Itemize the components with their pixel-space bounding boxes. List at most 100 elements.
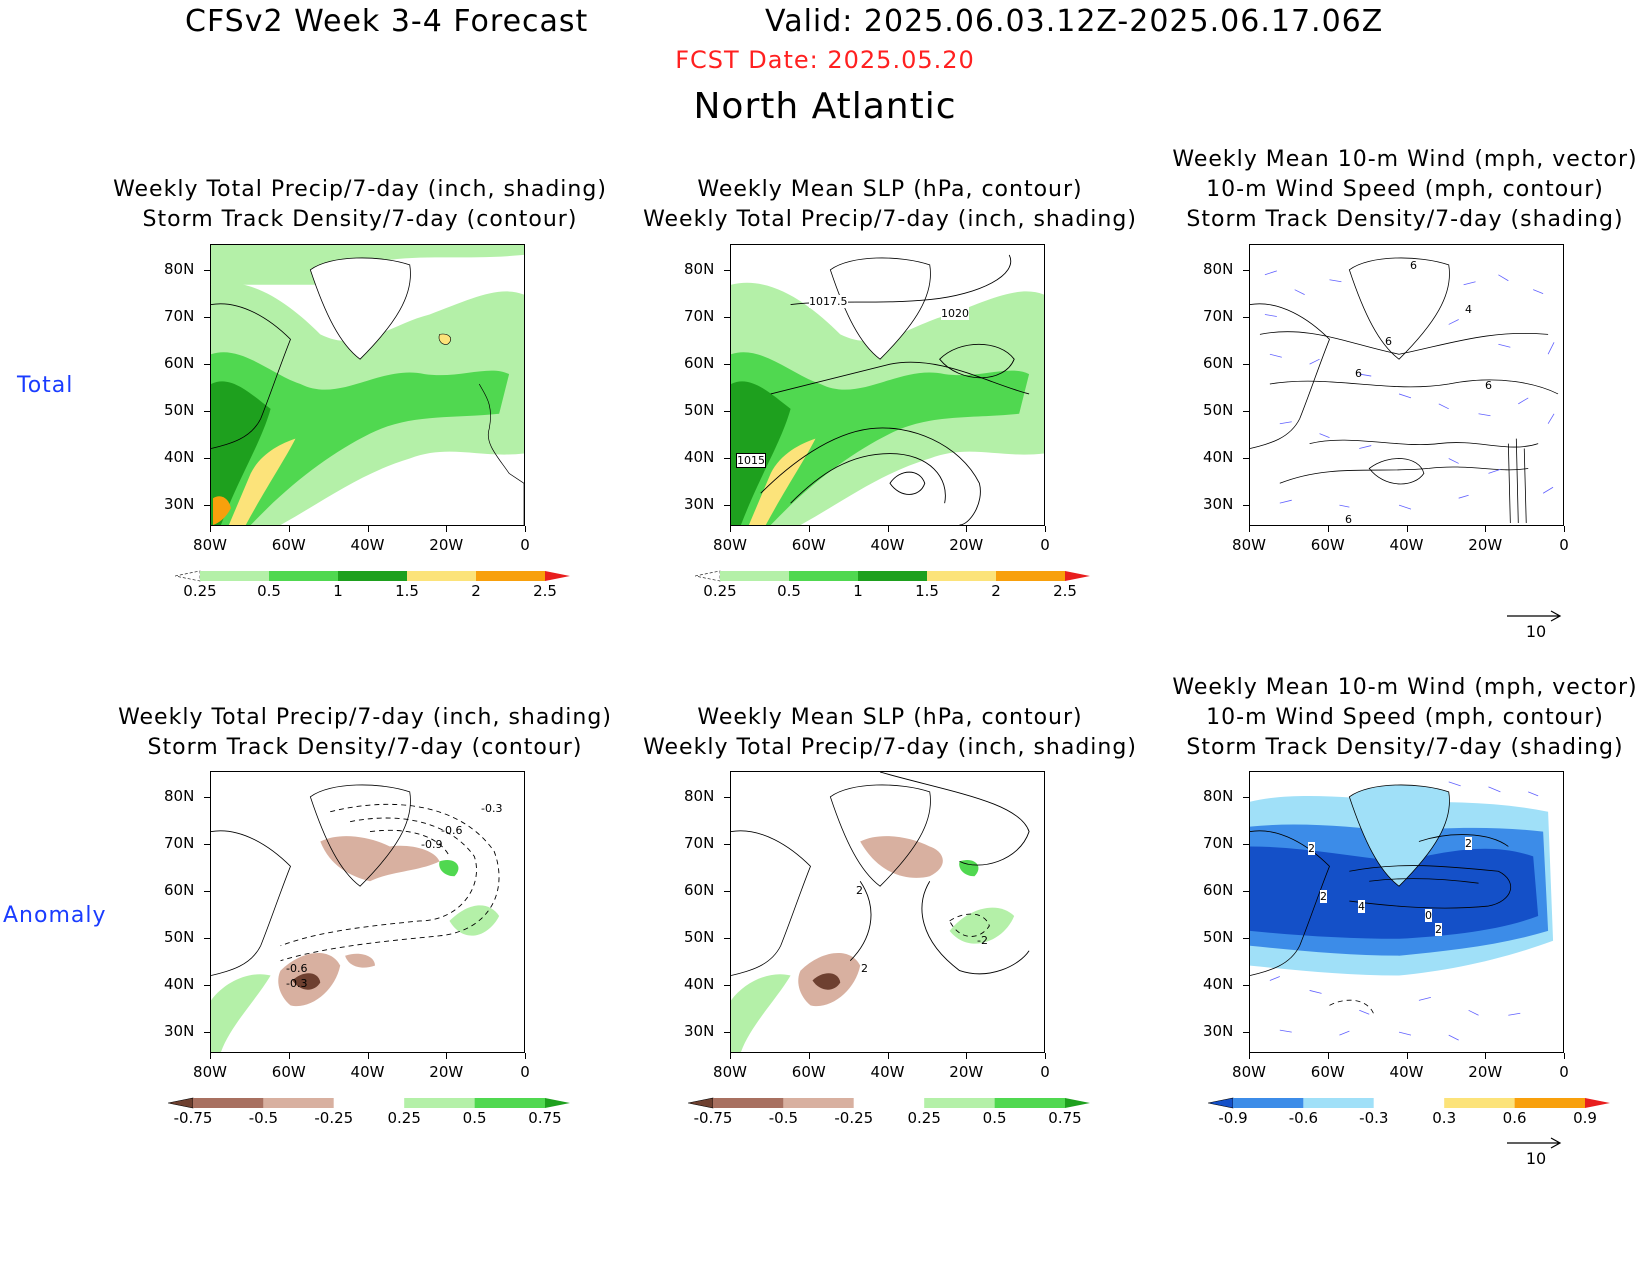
colorbar-precip-anomaly: -0.75 -0.5 -0.25 0.25 0.5 0.75 — [168, 1097, 570, 1127]
contour-label: 2 — [1308, 842, 1315, 855]
colorbar-left-arrow — [695, 570, 721, 582]
panel-title-line: 10-m Wind Speed (mph, contour) — [1206, 705, 1604, 730]
reference-arrow-icon — [1507, 610, 1562, 622]
colorbar-label: 1.5 — [915, 582, 939, 600]
lat-tick-label: 80N — [684, 787, 715, 805]
contour-label: 2 — [1465, 837, 1472, 850]
lat-tick-label: 30N — [164, 1022, 195, 1040]
lat-tick-label: 60N — [164, 881, 195, 899]
colorbar-label: 0.5 — [777, 582, 801, 600]
colorbar-label: 1 — [333, 582, 343, 600]
contour-label: 1020 — [941, 307, 969, 320]
lon-tick-label: 60W — [1310, 536, 1345, 554]
vector-reference-total: 10 — [1505, 610, 1565, 641]
lon-tick-label: 0 — [1040, 1063, 1050, 1081]
lon-tick-mark — [525, 526, 526, 532]
colorbar-label: 0.25 — [703, 582, 737, 600]
lat-tick-mark — [204, 938, 210, 939]
colorbar-swatch — [924, 1098, 995, 1108]
colorbar-label: 2.5 — [533, 582, 557, 600]
lat-tick-mark — [204, 270, 210, 271]
main-title: CFSv2 Week 3-4 Forecast — [185, 4, 589, 39]
lon-tick-label: 40W — [350, 1063, 385, 1081]
map-precip-total — [210, 244, 525, 526]
colorbar-label: -0.25 — [314, 1109, 354, 1127]
lon-tick-mark — [446, 1053, 448, 1059]
colorbar-slp-anomaly: -0.75 -0.5 -0.25 0.25 0.5 0.75 — [688, 1097, 1090, 1127]
lat-tick-mark — [724, 505, 730, 506]
lon-tick-label: 20W — [949, 1063, 984, 1081]
colorbar-slp-total: 0.25 0.5 1 1.5 2 2.5 — [695, 570, 1090, 600]
colorbar-label: 0.9 — [1573, 1109, 1597, 1127]
colorbar-label: 0.25 — [387, 1109, 421, 1127]
lat-tick-mark — [204, 458, 210, 459]
lat-tick-label: 50N — [684, 928, 715, 946]
colorbar-right-arrow — [1065, 571, 1090, 581]
map-slp-total: 1017.5 1020 1015 — [730, 244, 1045, 526]
lat-tick-mark — [724, 411, 730, 412]
lon-tick-mark — [887, 1053, 889, 1059]
colorbar-right-arrow — [1585, 1098, 1610, 1108]
lon-tick-mark — [1045, 526, 1046, 532]
colorbar-label: 0.5 — [257, 582, 281, 600]
colorbar-label: 0.5 — [982, 1109, 1007, 1127]
colorbar-swatch — [1444, 1098, 1515, 1108]
colorbar-left-arrow — [688, 1097, 714, 1109]
lat-tick-mark — [204, 317, 210, 318]
lat-tick-label: 50N — [164, 928, 195, 946]
colorbar-label: -0.6 — [1288, 1109, 1319, 1127]
lon-tick-label: 80W — [713, 536, 747, 554]
colorbar-precip-total: 0.25 0.5 1 1.5 2 2.5 — [175, 570, 570, 600]
colorbar-swatch — [474, 1098, 545, 1108]
lon-tick-label: 0 — [1040, 536, 1050, 554]
colorbar-left-arrow — [1208, 1097, 1234, 1109]
panel-title-line: Weekly Total Precip/7-day (inch, shading… — [113, 177, 607, 202]
lon-tick-label: 80W — [1232, 1063, 1266, 1081]
colorbar-label: 0.25 — [183, 582, 217, 600]
colorbar-label: 2.5 — [1053, 582, 1077, 600]
colorbar-swatch — [720, 571, 789, 581]
lat-tick-mark — [724, 364, 730, 365]
lon-tick-mark — [1327, 1053, 1329, 1059]
colorbar-label: 1.5 — [395, 582, 419, 600]
lon-tick-label: 40W — [870, 536, 905, 554]
lon-tick-label: 60W — [791, 1063, 826, 1081]
colorbar-label: 0.5 — [462, 1109, 487, 1127]
contour-label: -0.6 — [441, 824, 463, 837]
lon-tick-label: 40W — [870, 1063, 905, 1081]
lon-tick-mark — [367, 526, 369, 532]
lon-tick-mark — [1406, 526, 1408, 532]
lon-tick-mark — [1327, 526, 1329, 532]
lat-tick-label: 80N — [684, 260, 715, 278]
lat-tick-mark — [204, 797, 210, 798]
lat-tick-mark — [1243, 505, 1249, 506]
lat-tick-label: 70N — [684, 307, 715, 325]
lon-tick-label: 40W — [350, 536, 385, 554]
contour-label: 0 — [1425, 909, 1432, 922]
panel-title-line: Weekly Total Precip/7-day (inch, shading… — [643, 207, 1137, 232]
vector-reference-label: 10 — [1525, 1149, 1547, 1168]
lat-tick-mark — [204, 364, 210, 365]
lon-tick-label: 80W — [193, 536, 227, 554]
lat-tick-mark — [1243, 458, 1249, 459]
lon-tick-label: 80W — [193, 1063, 227, 1081]
lon-tick-label: 20W — [429, 1063, 464, 1081]
colorbar-swatch — [200, 571, 269, 581]
lon-tick-label: 20W — [1468, 536, 1503, 554]
lat-tick-mark — [204, 891, 210, 892]
colorbar-label: 0.3 — [1432, 1109, 1457, 1127]
lat-tick-label: 70N — [164, 307, 195, 325]
lon-tick-label: 20W — [429, 536, 464, 554]
lat-tick-mark — [724, 938, 730, 939]
lon-tick-mark — [1045, 1053, 1046, 1059]
lat-tick-mark — [204, 985, 210, 986]
lat-tick-label: 70N — [684, 834, 715, 852]
lat-tick-label: 40N — [684, 448, 715, 466]
panel-title-line: Weekly Mean 10-m Wind (mph, vector) — [1172, 675, 1638, 700]
lat-tick-mark — [1243, 797, 1249, 798]
colorbar-swatch — [333, 1098, 405, 1108]
panel-title-line: Weekly Total Precip/7-day (inch, shading… — [643, 735, 1137, 760]
lat-tick-mark — [724, 317, 730, 318]
lon-tick-mark — [288, 1053, 290, 1059]
lon-tick-mark — [288, 526, 290, 532]
